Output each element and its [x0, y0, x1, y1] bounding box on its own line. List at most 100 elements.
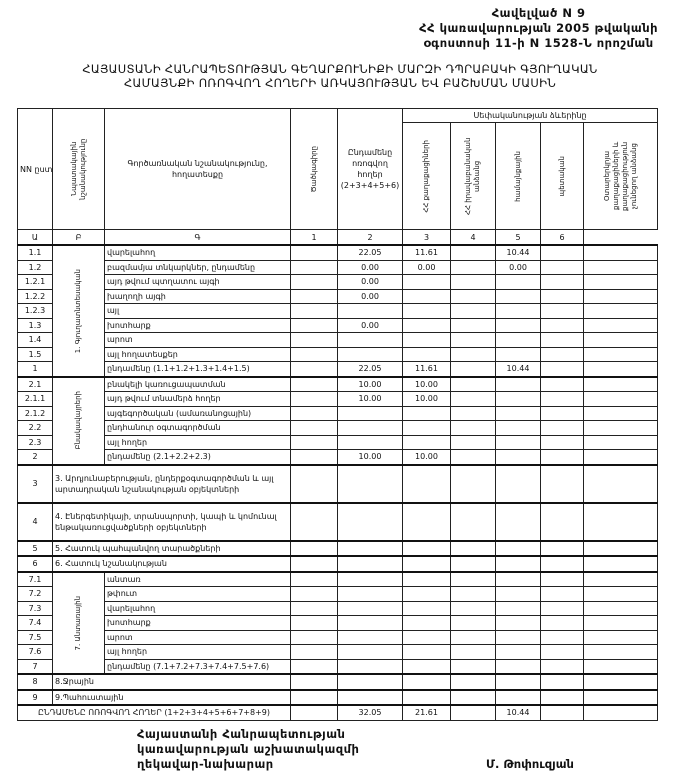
value-c5: [540, 658, 584, 675]
value-c6: [582, 259, 659, 275]
land-type: 3. Արդյունաբերության, ընդերքօգտագործման …: [52, 463, 291, 503]
land-type: այլ հողեր: [104, 434, 291, 450]
row-number: 2.1.1: [17, 391, 53, 407]
value-c3: [450, 555, 496, 572]
table-row: 4 4. Էներգետիկայի, տրանսպորտի, կապի և կոմ…: [17, 501, 659, 541]
value-c4: [495, 644, 541, 660]
value-total: [337, 586, 403, 602]
value-c4: [495, 303, 541, 319]
signatory-name: Մ. Թոփուզյան: [486, 757, 574, 771]
category-label: 7. Անտառային: [74, 595, 82, 650]
value-total: [337, 434, 403, 450]
land-type: ընդամենը (2.1+2.2+2.3): [104, 449, 291, 465]
value-c4: [495, 673, 541, 690]
value-c5: [540, 586, 584, 602]
value-total: 0.00: [337, 317, 403, 333]
land-type: բազմամյա տնկարկներ, ընդամենը: [104, 259, 291, 275]
value-total: [337, 463, 403, 503]
grand-total-c5: [540, 704, 584, 721]
value-total: [337, 405, 403, 421]
value-c3: [450, 629, 496, 645]
value-c6: [582, 463, 659, 503]
code-cell: [290, 288, 338, 304]
value-c4: [495, 449, 541, 465]
value-c6: [582, 274, 659, 290]
value-c3: [450, 288, 496, 304]
value-c6: [582, 629, 659, 645]
table-row: 1.2.1 այդ թվում պտղատու այգի 0.00: [17, 274, 659, 290]
land-type: խաղողի այգի: [104, 288, 291, 304]
value-total: 0.00: [337, 288, 403, 304]
value-c5: [540, 405, 584, 421]
value-c2: 10.00: [402, 375, 451, 392]
value-total: 0.00: [337, 259, 403, 275]
value-c6: [582, 615, 659, 631]
row-number: 7.4: [17, 615, 53, 631]
category-group: 1. Գյուղատնտեսական: [52, 244, 105, 377]
code-cell: [290, 391, 338, 407]
signature-line: Հայաստանի Հանրապետության: [137, 727, 346, 741]
value-c3: [450, 501, 496, 541]
row-number: 2: [17, 449, 53, 465]
land-type: արոտ: [104, 332, 291, 348]
code-cell: [290, 555, 338, 572]
value-c4: [495, 375, 541, 392]
code-cell: [290, 586, 338, 602]
value-c6: [582, 361, 659, 377]
value-c4: [495, 570, 541, 587]
value-c5: [540, 501, 584, 541]
annex-line: ՀՀ կառավարության 2005 թվականի: [419, 21, 658, 35]
code-cell: [290, 405, 338, 421]
code-cell: [290, 644, 338, 660]
row-number: 8: [17, 673, 53, 690]
value-c2: [402, 463, 451, 503]
value-c6: [582, 332, 659, 348]
value-c2: [402, 303, 451, 319]
value-c5: [540, 449, 584, 465]
value-c3: [450, 644, 496, 660]
value-c6: [582, 644, 659, 660]
header-col6: Օտարերկրյա քաղաքացիների և քաղաքացիությու…: [582, 122, 659, 230]
row-number: 1.2.2: [17, 288, 53, 304]
land-type: անտառ: [104, 570, 291, 587]
value-c6: [582, 570, 659, 587]
value-c6: [582, 539, 659, 557]
land-type: այդ թվում պտղատու այգի: [104, 274, 291, 290]
row-number: 7.6: [17, 644, 53, 660]
value-c6: [582, 375, 659, 392]
value-c3: [450, 244, 496, 261]
value-c4: 10.44: [495, 244, 541, 261]
value-c6: [582, 434, 659, 450]
value-c6: [582, 555, 659, 572]
row-number: 2.2: [17, 420, 53, 436]
title-line: ՀԱՄԱՅՆՔԻ ՈՌՈԳՎՈՂ ՀՈՂԵՐԻ ԱՌԿԱՅՈՒԹՅԱՆ ԵՎ Բ…: [123, 76, 556, 90]
value-c3: [450, 259, 496, 275]
annex-line: Հավելված N 9: [491, 6, 586, 20]
value-total: [337, 615, 403, 631]
land-type: այդ թվում տնամերձ հողեր: [104, 391, 291, 407]
land-type: ընդամենը (7.1+7.2+7.3+7.4+7.5+7.6): [104, 658, 291, 675]
value-total: [337, 644, 403, 660]
value-c3: [450, 420, 496, 436]
value-c4: [495, 555, 541, 572]
table-row: 2.3 այլ հողեր: [17, 434, 659, 450]
code-cell: [290, 539, 338, 557]
land-type: այլ: [104, 303, 291, 319]
value-c2: 10.00: [402, 391, 451, 407]
value-total: [337, 555, 403, 572]
value-total: [337, 658, 403, 675]
value-total: [337, 688, 403, 706]
value-c6: [582, 303, 659, 319]
column-number: 6: [540, 229, 584, 246]
grand-total-c6: [582, 704, 659, 721]
category-label: Բնակավայրերի: [74, 391, 82, 450]
code-cell: [290, 600, 338, 616]
value-c2: [402, 420, 451, 436]
value-c5: [540, 434, 584, 450]
land-type: վարելահող: [104, 600, 291, 616]
code-cell: [290, 629, 338, 645]
value-c3: [450, 673, 496, 690]
header-distribution: Սեփականության ձևերինը: [401, 108, 659, 123]
header-nn: NN ըստ: [17, 108, 53, 230]
value-c6: [582, 244, 659, 261]
